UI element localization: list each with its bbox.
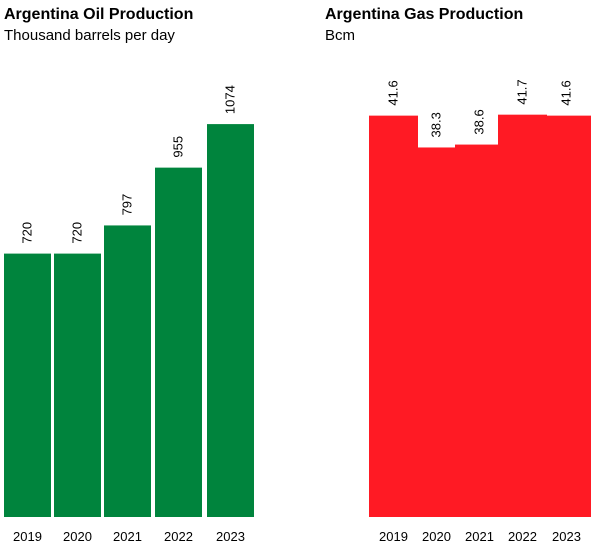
oil-chart-panel: Argentina Oil Production Thousand barrel… — [4, 6, 254, 544]
oil-data-label-2021: 797 — [120, 194, 135, 216]
gas-bar-2022 — [498, 114, 547, 518]
gas-tick-label-2019: 2019 — [379, 529, 408, 544]
oil-tick-label-2020: 2020 — [63, 529, 92, 544]
gas-data-label-2020: 38.3 — [429, 112, 444, 137]
gas-tick-label-2020: 2020 — [422, 529, 451, 544]
gas-data-label-2021: 38.6 — [472, 109, 487, 134]
gas-tick-label-2022: 2022 — [508, 529, 537, 544]
gas-tick-label-2021: 2021 — [465, 529, 494, 544]
oil-data-label-2023: 1074 — [223, 85, 238, 114]
oil-tick-label-2019: 2019 — [13, 529, 42, 544]
oil-data-label-2019: 720 — [20, 222, 35, 244]
oil-tick-label-2023: 2023 — [216, 529, 245, 544]
oil-bar-2021 — [104, 225, 151, 517]
gas-chart-panel: Argentina Gas Production Bcm 41.6 2019 38.… — [325, 6, 591, 544]
gas-chart-title: Argentina Gas Production — [325, 6, 523, 23]
gas-bars: 41.6 2019 38.3 2020 38.6 2021 41.7 2022 41.6 2023 — [369, 79, 591, 544]
gas-data-label-2019: 41.6 — [386, 80, 401, 105]
gas-data-label-2023: 41.6 — [559, 80, 574, 105]
oil-bars: 720 2019 720 2020 797 2021 955 2022 1074 2023 — [4, 85, 254, 544]
gas-bar-2019 — [369, 115, 418, 517]
gas-chart-subtitle: Bcm — [325, 27, 355, 44]
oil-data-label-2022: 955 — [171, 136, 186, 158]
oil-tick-label-2021: 2021 — [113, 529, 142, 544]
gas-bar-2023 — [542, 115, 591, 517]
oil-chart-subtitle: Thousand barrels per day — [4, 27, 175, 44]
oil-bar-2020 — [54, 253, 101, 517]
oil-bar-2022 — [155, 167, 202, 518]
gas-bar-2021 — [455, 144, 504, 518]
gas-data-label-2022: 41.7 — [515, 79, 530, 104]
oil-chart-title: Argentina Oil Production — [4, 6, 193, 23]
gas-tick-label-2023: 2023 — [552, 529, 581, 544]
oil-tick-label-2022: 2022 — [164, 529, 193, 544]
oil-bar-2023 — [207, 124, 254, 517]
gas-bar-2020 — [412, 147, 461, 517]
oil-data-label-2020: 720 — [70, 222, 85, 244]
oil-bar-2019 — [4, 253, 51, 517]
